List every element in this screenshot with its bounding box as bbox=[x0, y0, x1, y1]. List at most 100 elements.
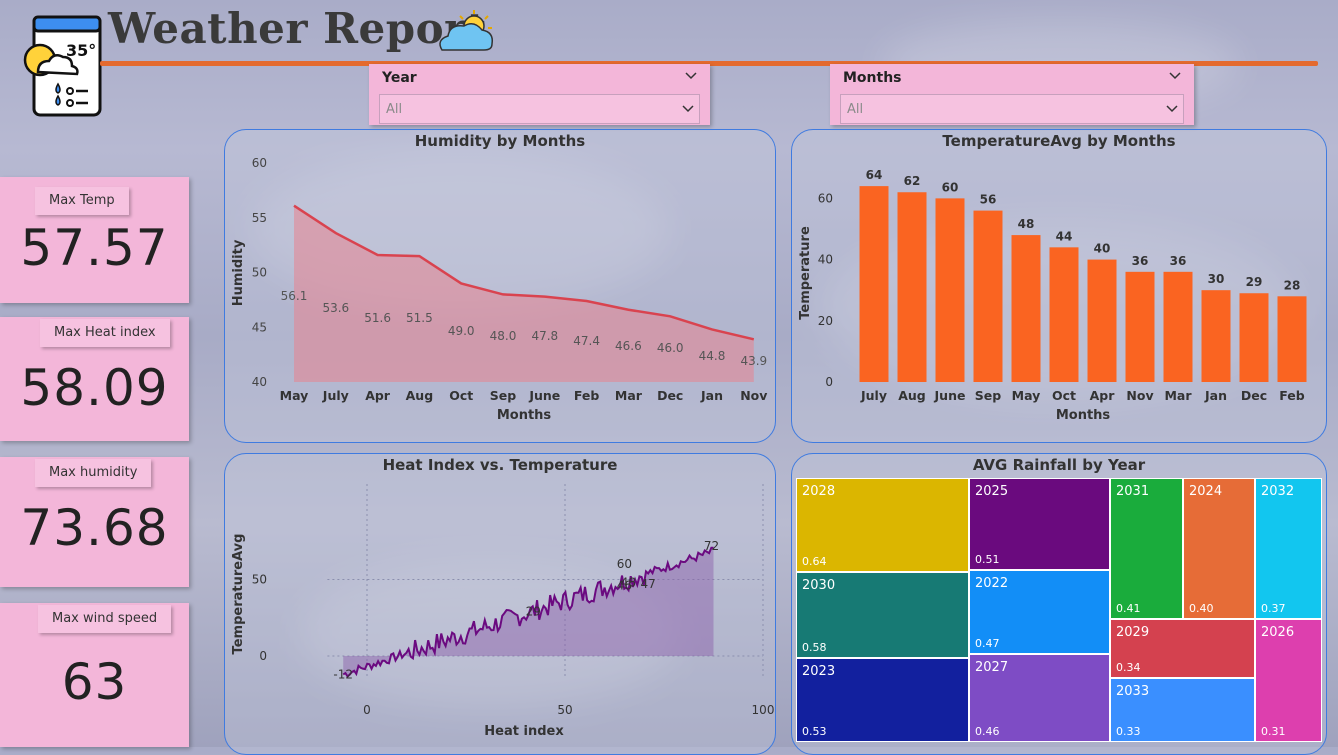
heat-index-line-chart[interactable]: 0 50 0 50 100 -12 29 46 60 47 72 48 Heat index Temper… bbox=[225, 454, 775, 754]
months-slicer-label: Months bbox=[843, 70, 902, 86]
data-label: 56 bbox=[980, 193, 997, 207]
treemap-year-label: 2031 bbox=[1116, 484, 1150, 499]
treemap-cell-2024[interactable]: 2024 0.40 bbox=[1183, 478, 1255, 619]
treemap-cell-2023[interactable]: 2023 0.53 bbox=[796, 658, 969, 742]
x-tick-label: 50 bbox=[557, 703, 572, 717]
y-tick-label: 20 bbox=[818, 314, 833, 328]
chart-title: TemperatureAvg by Months bbox=[942, 132, 1176, 150]
treemap-cell-2027[interactable]: 2027 0.46 bbox=[969, 654, 1110, 742]
treemap-cell-2022[interactable]: 2022 0.47 bbox=[969, 570, 1110, 654]
temperature-bar bbox=[1125, 271, 1155, 382]
x-tick-label: Dec bbox=[1241, 388, 1267, 403]
treemap-cell-2031[interactable]: 2031 0.41 bbox=[1110, 478, 1183, 619]
data-label: 46 bbox=[617, 579, 632, 593]
chart-title: Humidity by Months bbox=[414, 132, 586, 150]
x-tick-label: Dec bbox=[657, 388, 683, 403]
treemap-cell-2026[interactable]: 2026 0.31 bbox=[1255, 619, 1322, 742]
kpi-max-humidity: Max humidity 73.68 bbox=[0, 457, 189, 587]
treemap-cell-2030[interactable]: 2030 0.58 bbox=[796, 572, 969, 658]
humidity-chart-panel[interactable]: Humidity by Months 40 45 50 55 60 May July Apr A… bbox=[224, 129, 776, 443]
chevron-down-icon[interactable] bbox=[1168, 68, 1182, 82]
data-label: 64 bbox=[866, 168, 883, 182]
treemap-cell-2033[interactable]: 2033 0.33 bbox=[1110, 678, 1255, 742]
temperature-bar-chart[interactable]: 0 20 40 60 64 July 62 Aug 60 June 56 Sep 48 May 44 Oct 4… bbox=[792, 130, 1326, 442]
chevron-down-icon[interactable] bbox=[681, 101, 695, 115]
data-label: 46.6 bbox=[615, 339, 642, 353]
chevron-down-icon[interactable] bbox=[1165, 101, 1179, 115]
x-tick-label: Oct bbox=[449, 388, 473, 403]
x-tick-label: Feb bbox=[574, 388, 600, 403]
kpi-caption: Max Temp bbox=[35, 187, 129, 215]
data-label: 46.0 bbox=[657, 341, 684, 355]
x-axis-title: Months bbox=[1056, 408, 1111, 423]
x-tick-label: June bbox=[934, 388, 966, 403]
y-tick-label: 50 bbox=[252, 573, 267, 587]
data-label: -12 bbox=[333, 667, 353, 681]
data-label: 72 bbox=[704, 539, 719, 553]
data-label: 47.8 bbox=[531, 329, 558, 343]
treemap-value-label: 0.51 bbox=[975, 553, 1000, 566]
rainfall-treemap[interactable]: 2028 0.64 2030 0.58 2023 0.53 2025 0.51 2022 0.47… bbox=[796, 478, 1322, 742]
svg-text:35°: 35° bbox=[66, 41, 96, 60]
heat-index-chart-panel[interactable]: Heat Index vs. Temperature 0 50 0 50 100 -12 2… bbox=[224, 453, 776, 755]
temperature-bar bbox=[973, 210, 1003, 382]
treemap-year-label: 2024 bbox=[1189, 484, 1223, 499]
x-tick-label: Nov bbox=[1126, 388, 1153, 403]
months-slicer[interactable]: Months All bbox=[830, 64, 1194, 125]
partly-cloudy-icon bbox=[439, 10, 494, 51]
treemap-cell-2028[interactable]: 2028 0.64 bbox=[796, 478, 969, 572]
kpi-max-heat-index: Max Heat index 58.09 bbox=[0, 317, 189, 441]
humidity-area bbox=[294, 205, 754, 382]
x-tick-label: Apr bbox=[1090, 388, 1116, 403]
chevron-down-icon[interactable] bbox=[684, 68, 698, 82]
treemap-value-label: 0.58 bbox=[802, 641, 827, 654]
y-tick-label: 60 bbox=[818, 191, 833, 205]
year-dropdown[interactable]: All bbox=[379, 94, 700, 124]
temperature-bar bbox=[1163, 271, 1193, 382]
data-label: 49.0 bbox=[448, 324, 475, 338]
y-axis-title: Humidity bbox=[231, 239, 246, 306]
treemap-value-label: 0.40 bbox=[1189, 602, 1214, 615]
x-tick-label: Mar bbox=[1164, 388, 1192, 403]
x-tick-label: Nov bbox=[740, 388, 767, 403]
x-tick-label: Apr bbox=[365, 388, 391, 403]
treemap-year-label: 2025 bbox=[975, 484, 1009, 499]
x-tick-label: Mar bbox=[615, 388, 643, 403]
temperature-bar bbox=[1011, 235, 1041, 382]
treemap-cell-2025[interactable]: 2025 0.51 bbox=[969, 478, 1110, 570]
x-tick-label: June bbox=[528, 388, 560, 403]
treemap-value-label: 0.47 bbox=[975, 637, 1000, 650]
x-tick-label: July bbox=[322, 388, 349, 403]
treemap-value-label: 0.53 bbox=[802, 725, 827, 738]
treemap-value-label: 0.34 bbox=[1116, 661, 1141, 674]
data-label: 40 bbox=[1094, 242, 1111, 256]
treemap-cell-2032[interactable]: 2032 0.37 bbox=[1255, 478, 1322, 619]
treemap-cell-2029[interactable]: 2029 0.34 bbox=[1110, 619, 1255, 678]
data-label: 30 bbox=[1208, 272, 1225, 286]
year-slicer[interactable]: Year All bbox=[369, 64, 710, 125]
y-tick-label: 40 bbox=[818, 253, 833, 267]
humidity-area-chart[interactable]: 40 45 50 55 60 May July Apr Aug Oct Sep June Feb Mar D… bbox=[225, 130, 775, 442]
treemap-value-label: 0.37 bbox=[1261, 602, 1286, 615]
x-axis-title: Heat index bbox=[484, 724, 564, 739]
kpi-value: 57.57 bbox=[20, 219, 169, 277]
x-tick-label: Sep bbox=[975, 388, 1001, 403]
treemap-value-label: 0.46 bbox=[975, 725, 1000, 738]
temperature-bar bbox=[1201, 290, 1231, 382]
kpi-value: 63 bbox=[61, 653, 128, 711]
year-slicer-label: Year bbox=[382, 70, 417, 86]
data-label: 60 bbox=[942, 180, 959, 194]
y-tick-label: 60 bbox=[252, 156, 267, 170]
data-label: 56.1 bbox=[281, 289, 308, 303]
temperature-chart-panel[interactable]: TemperatureAvg by Months 0 20 40 60 64 July 62… bbox=[791, 129, 1327, 443]
data-label: 51.5 bbox=[406, 311, 433, 325]
data-label: 36 bbox=[1170, 254, 1187, 268]
rainfall-treemap-panel[interactable]: AVG Rainfall by Year 2028 0.64 2030 0.58 202… bbox=[791, 453, 1327, 755]
y-tick-label: 0 bbox=[259, 649, 267, 663]
y-tick-label: 40 bbox=[252, 375, 267, 389]
months-dropdown[interactable]: All bbox=[840, 94, 1184, 124]
months-dropdown-value: All bbox=[847, 102, 864, 117]
data-label: 43.9 bbox=[740, 354, 767, 368]
temperature-bar bbox=[859, 186, 889, 382]
x-tick-label: Aug bbox=[406, 388, 434, 403]
